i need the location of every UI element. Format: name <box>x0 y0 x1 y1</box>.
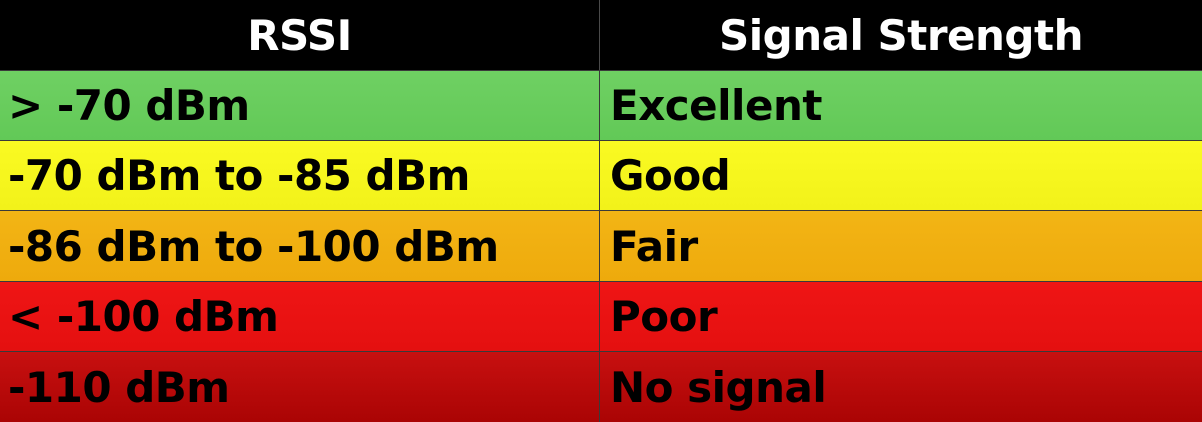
row-fair-rssi: -86 dBm to -100 dBm <box>0 210 600 281</box>
row-poor-strength: Poor <box>600 281 1202 351</box>
header-signal-strength: Signal Strength <box>600 0 1202 70</box>
row-no-signal-rssi: -110 dBm <box>0 351 600 422</box>
header-rssi: RSSI <box>0 0 600 70</box>
row-excellent-rssi: > -70 dBm <box>0 70 600 140</box>
row-good-rssi: -70 dBm to -85 dBm <box>0 140 600 210</box>
row-excellent-strength: Excellent <box>600 70 1202 140</box>
row-no-signal-strength: No signal <box>600 351 1202 422</box>
row-good-strength: Good <box>600 140 1202 210</box>
row-fair-strength: Fair <box>600 210 1202 281</box>
row-poor-rssi: < -100 dBm <box>0 281 600 351</box>
